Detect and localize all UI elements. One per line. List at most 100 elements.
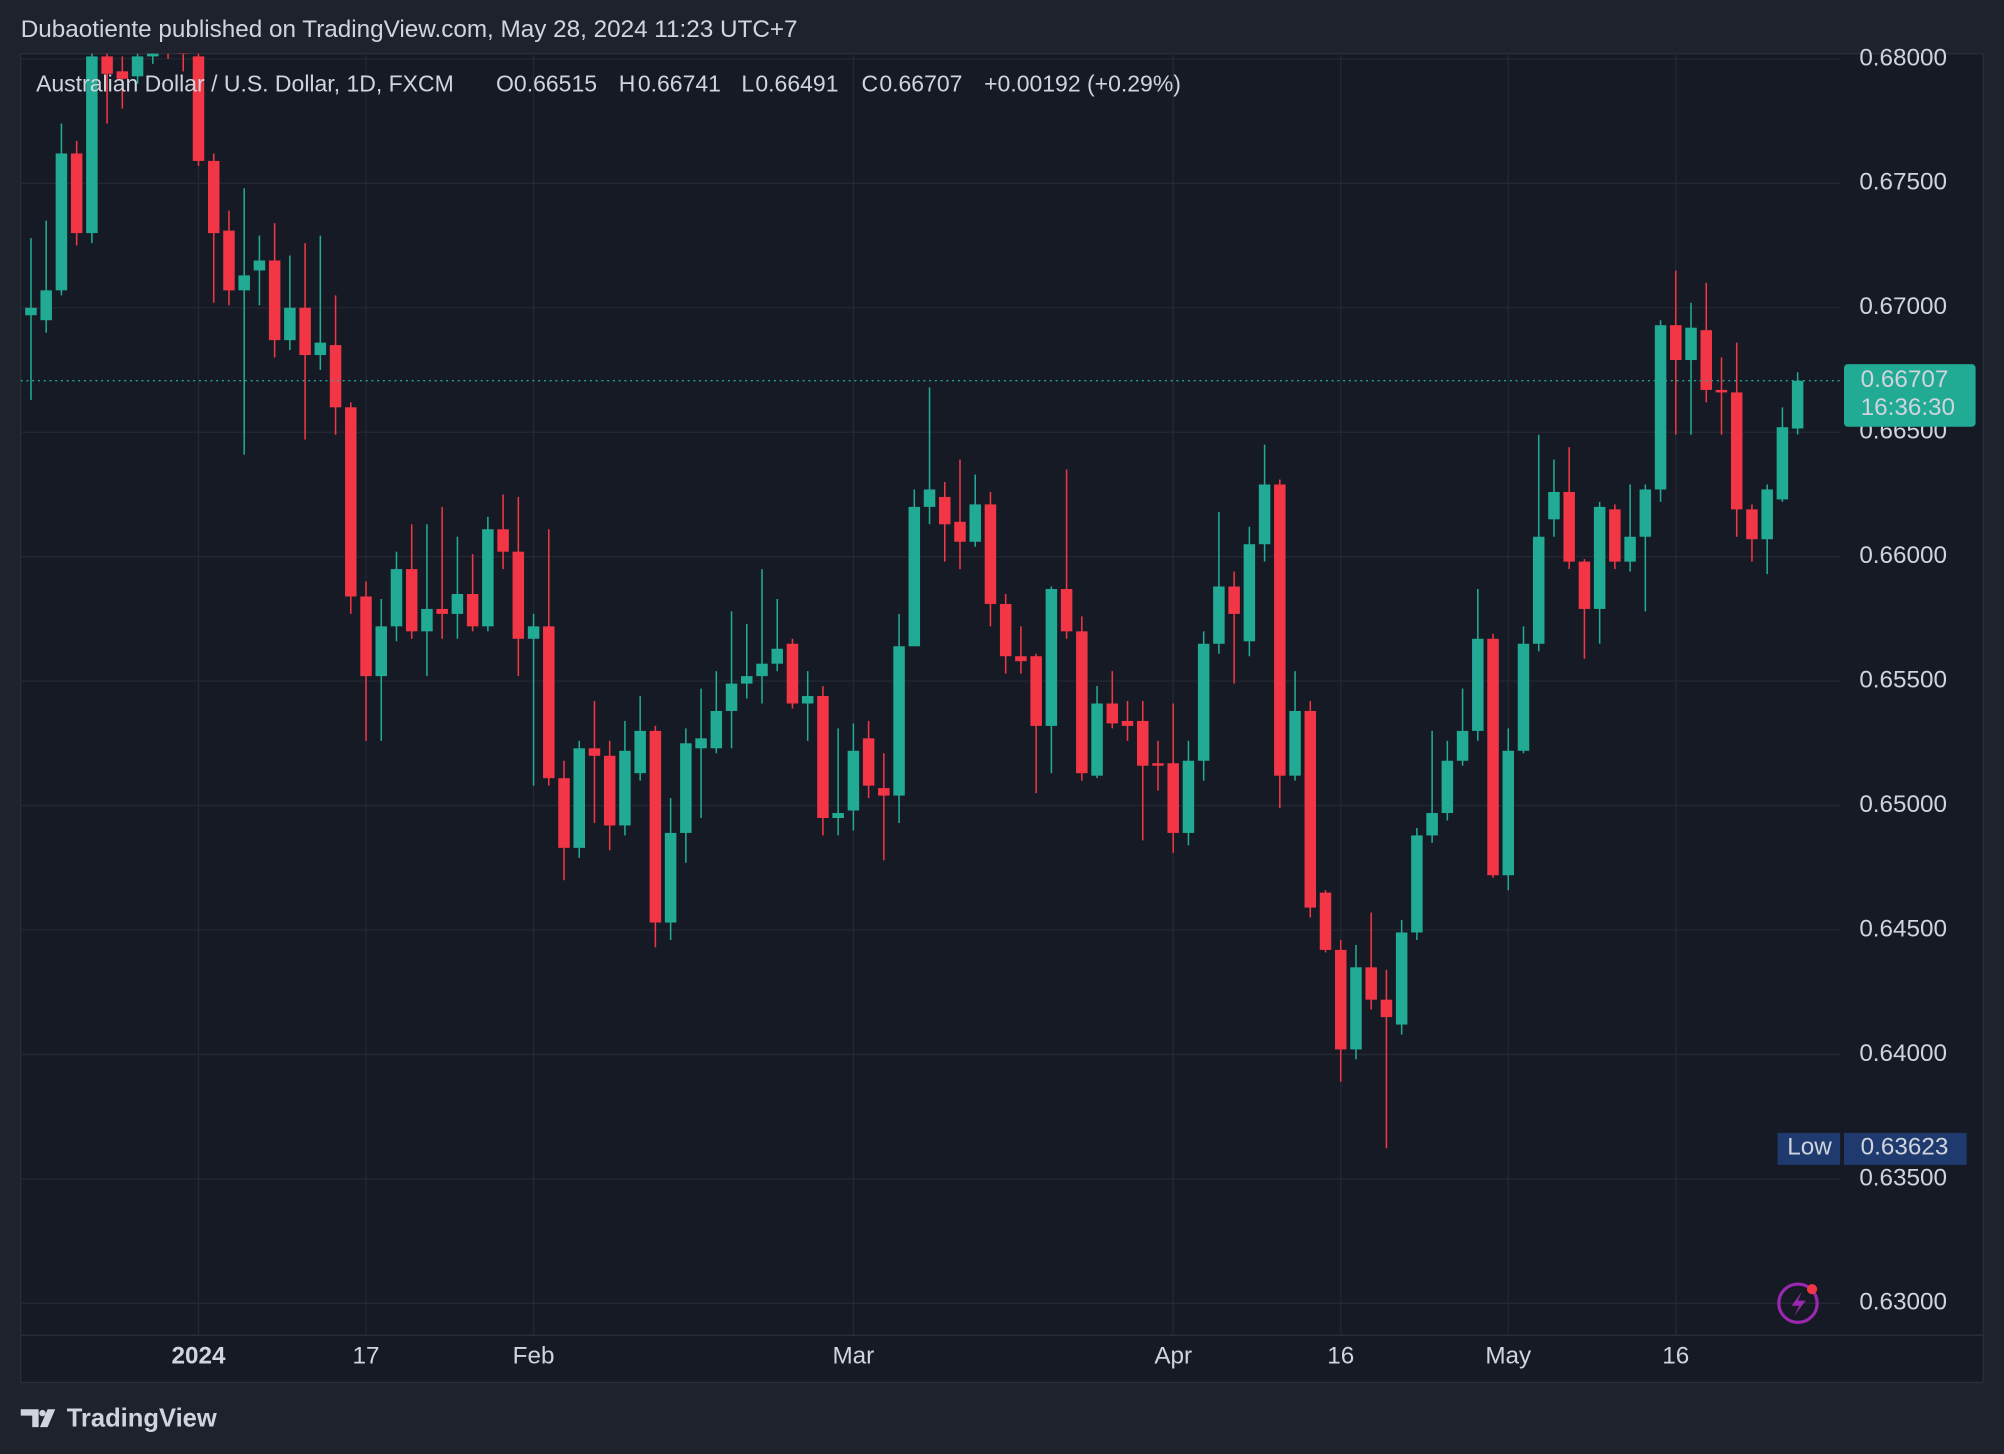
candle-body	[1167, 763, 1179, 833]
candle-body	[284, 307, 296, 341]
candle-body	[131, 56, 144, 77]
y-tick-label: 0.63000	[1859, 1289, 1947, 1316]
candle-body	[1670, 325, 1682, 361]
candle-body	[741, 676, 753, 684]
candle-body	[1380, 999, 1393, 1018]
chart-pane	[20, 53, 1984, 1384]
candle-body	[1776, 427, 1789, 500]
y-tick-label: 0.64000	[1859, 1040, 1947, 1067]
candle-body	[1319, 892, 1332, 950]
candle-body	[207, 160, 220, 234]
candle-body	[223, 230, 235, 291]
candle-body	[375, 626, 388, 677]
candle-body	[1472, 638, 1484, 731]
legend-label: O	[496, 71, 514, 97]
candle-body	[360, 596, 372, 677]
y-tick-label: 0.67000	[1859, 293, 1947, 320]
candle-body	[329, 345, 342, 408]
candle-body	[1746, 509, 1758, 540]
candle-body	[1456, 730, 1469, 761]
candle-body	[55, 153, 68, 291]
candle-body	[436, 608, 448, 614]
candle-body	[1441, 760, 1454, 814]
candle-body	[1517, 643, 1530, 751]
candle-body	[86, 56, 98, 234]
candle-body	[832, 813, 844, 818]
x-tick-label: 16	[1327, 1342, 1354, 1369]
candle-body	[1106, 703, 1119, 724]
x-tick-label: 16	[1662, 1342, 1689, 1369]
candle-body	[1730, 392, 1743, 510]
low-value-label: 0.63623	[1861, 1134, 1949, 1161]
y-tick-label: 0.64500	[1859, 915, 1947, 942]
candle-body	[1685, 327, 1697, 361]
candle-body	[939, 496, 951, 525]
candle-body	[1152, 763, 1164, 766]
candle-body	[299, 307, 311, 356]
candle-body	[512, 551, 525, 639]
candle-body	[1136, 720, 1149, 766]
candle-body	[1715, 389, 1728, 393]
candle-body	[177, 53, 190, 54]
candle-body	[999, 603, 1012, 657]
candle-body	[847, 750, 860, 811]
candle-body	[405, 569, 418, 632]
alert-bolt[interactable]	[1791, 1291, 1806, 1317]
candle-body	[786, 643, 799, 704]
candle-body	[1274, 484, 1286, 776]
candle-body	[1624, 536, 1636, 562]
last-price-box	[1843, 364, 1976, 427]
alert-icon[interactable]	[1777, 1282, 1819, 1324]
low-value-box	[1843, 1132, 1967, 1165]
legend-value: 0.66707	[879, 71, 962, 97]
candle-body	[1030, 656, 1042, 726]
candle-body	[70, 153, 83, 234]
candle-body	[649, 730, 662, 923]
grid-layer: 0.63000 0.63500 0.64000 0.64500 0.65000 0.655…	[20, 44, 1947, 1369]
low-tag-label: Low	[1787, 1134, 1832, 1161]
candle-body	[725, 683, 738, 711]
candle-body	[710, 710, 723, 749]
legend-value: 0.66515	[514, 71, 597, 97]
candle-body	[345, 407, 357, 597]
logo-mark	[20, 1409, 56, 1428]
candle-body	[25, 307, 37, 316]
published-header: Dubaotiente published on TradingView.com…	[21, 16, 798, 43]
candle-body	[1639, 489, 1652, 537]
candle-body	[390, 569, 403, 627]
candle-body	[1426, 813, 1438, 836]
candle-body	[1578, 561, 1591, 609]
candle-body	[1334, 949, 1347, 1050]
candle-body	[466, 593, 479, 627]
candle-body	[923, 489, 936, 507]
candle-body	[1091, 703, 1103, 776]
legend-label: C	[861, 71, 878, 97]
x-tick-label: Apr	[1154, 1342, 1192, 1369]
candle-body	[1761, 489, 1773, 540]
candle-body	[268, 260, 281, 341]
candle-body	[1304, 710, 1317, 908]
candle-body	[482, 529, 494, 627]
alert-circle[interactable]	[1777, 1282, 1819, 1324]
candle-body	[878, 788, 890, 796]
candle-body	[1228, 586, 1240, 614]
x-tick-label: May	[1485, 1342, 1532, 1369]
candle-body	[1045, 589, 1058, 726]
candle-body	[558, 778, 570, 848]
candle-body	[497, 529, 509, 552]
x-tick-label: 17	[353, 1342, 380, 1369]
y-tick-label: 0.66000	[1859, 542, 1947, 569]
candle-body	[1350, 967, 1362, 1050]
candle-body	[1700, 330, 1713, 390]
logo-dot	[39, 1409, 46, 1417]
candle-body	[1121, 720, 1134, 726]
candle-body	[192, 56, 205, 161]
candle-body	[756, 663, 768, 677]
candle-body	[1654, 325, 1667, 490]
candle-layer	[25, 53, 1804, 1149]
y-tick-label: 0.68000	[1859, 44, 1947, 71]
y-tick-label: 0.65500	[1859, 667, 1947, 694]
